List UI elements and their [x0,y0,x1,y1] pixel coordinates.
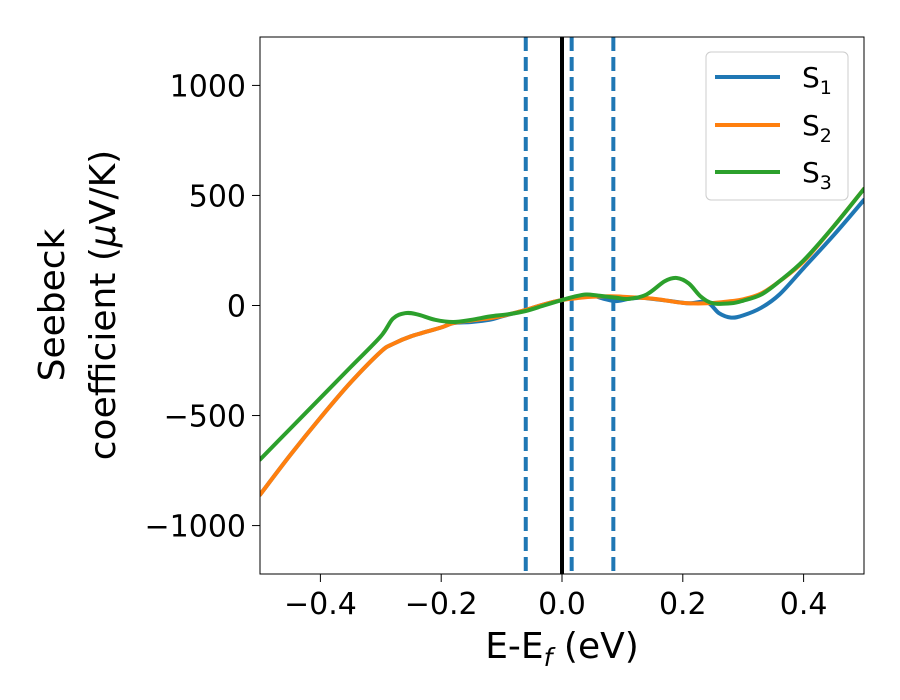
x-axis-ticks: −0.4 −0.2 0.0 0.2 0.4 [284,574,827,622]
legend: S1 S2 S3 [705,51,849,201]
x-tick-label: 0.2 [659,587,707,622]
y-tick-label: 500 [189,179,246,214]
x-tick-label: 0.4 [780,587,828,622]
y-tick-label: 1000 [170,69,246,104]
x-tick-label: 0.0 [538,587,586,622]
vertical-reference-lines [523,37,616,574]
y-axis-label-line2: coefficient (μV/K) [83,150,124,460]
x-tick-label: −0.4 [284,587,357,622]
y-axis-ticks: −1000 −500 0 500 1000 [145,69,260,545]
y-axis-label: Seebeck coefficient (μV/K) [32,150,124,460]
legend-label-s2: S2 [802,109,832,147]
y-tick-label: −500 [164,400,246,435]
legend-label-s3: S3 [802,156,832,194]
y-tick-label: 0 [227,290,246,325]
x-axis-label: E-Ef (eV) [485,626,639,672]
y-tick-label: −1000 [145,510,246,545]
x-tick-label: −0.2 [405,587,478,622]
series-line-s3 [260,186,864,462]
series-layer [260,186,864,497]
y-axis-label-line1: Seebeck [32,228,73,381]
legend-label-s1: S1 [802,61,832,99]
